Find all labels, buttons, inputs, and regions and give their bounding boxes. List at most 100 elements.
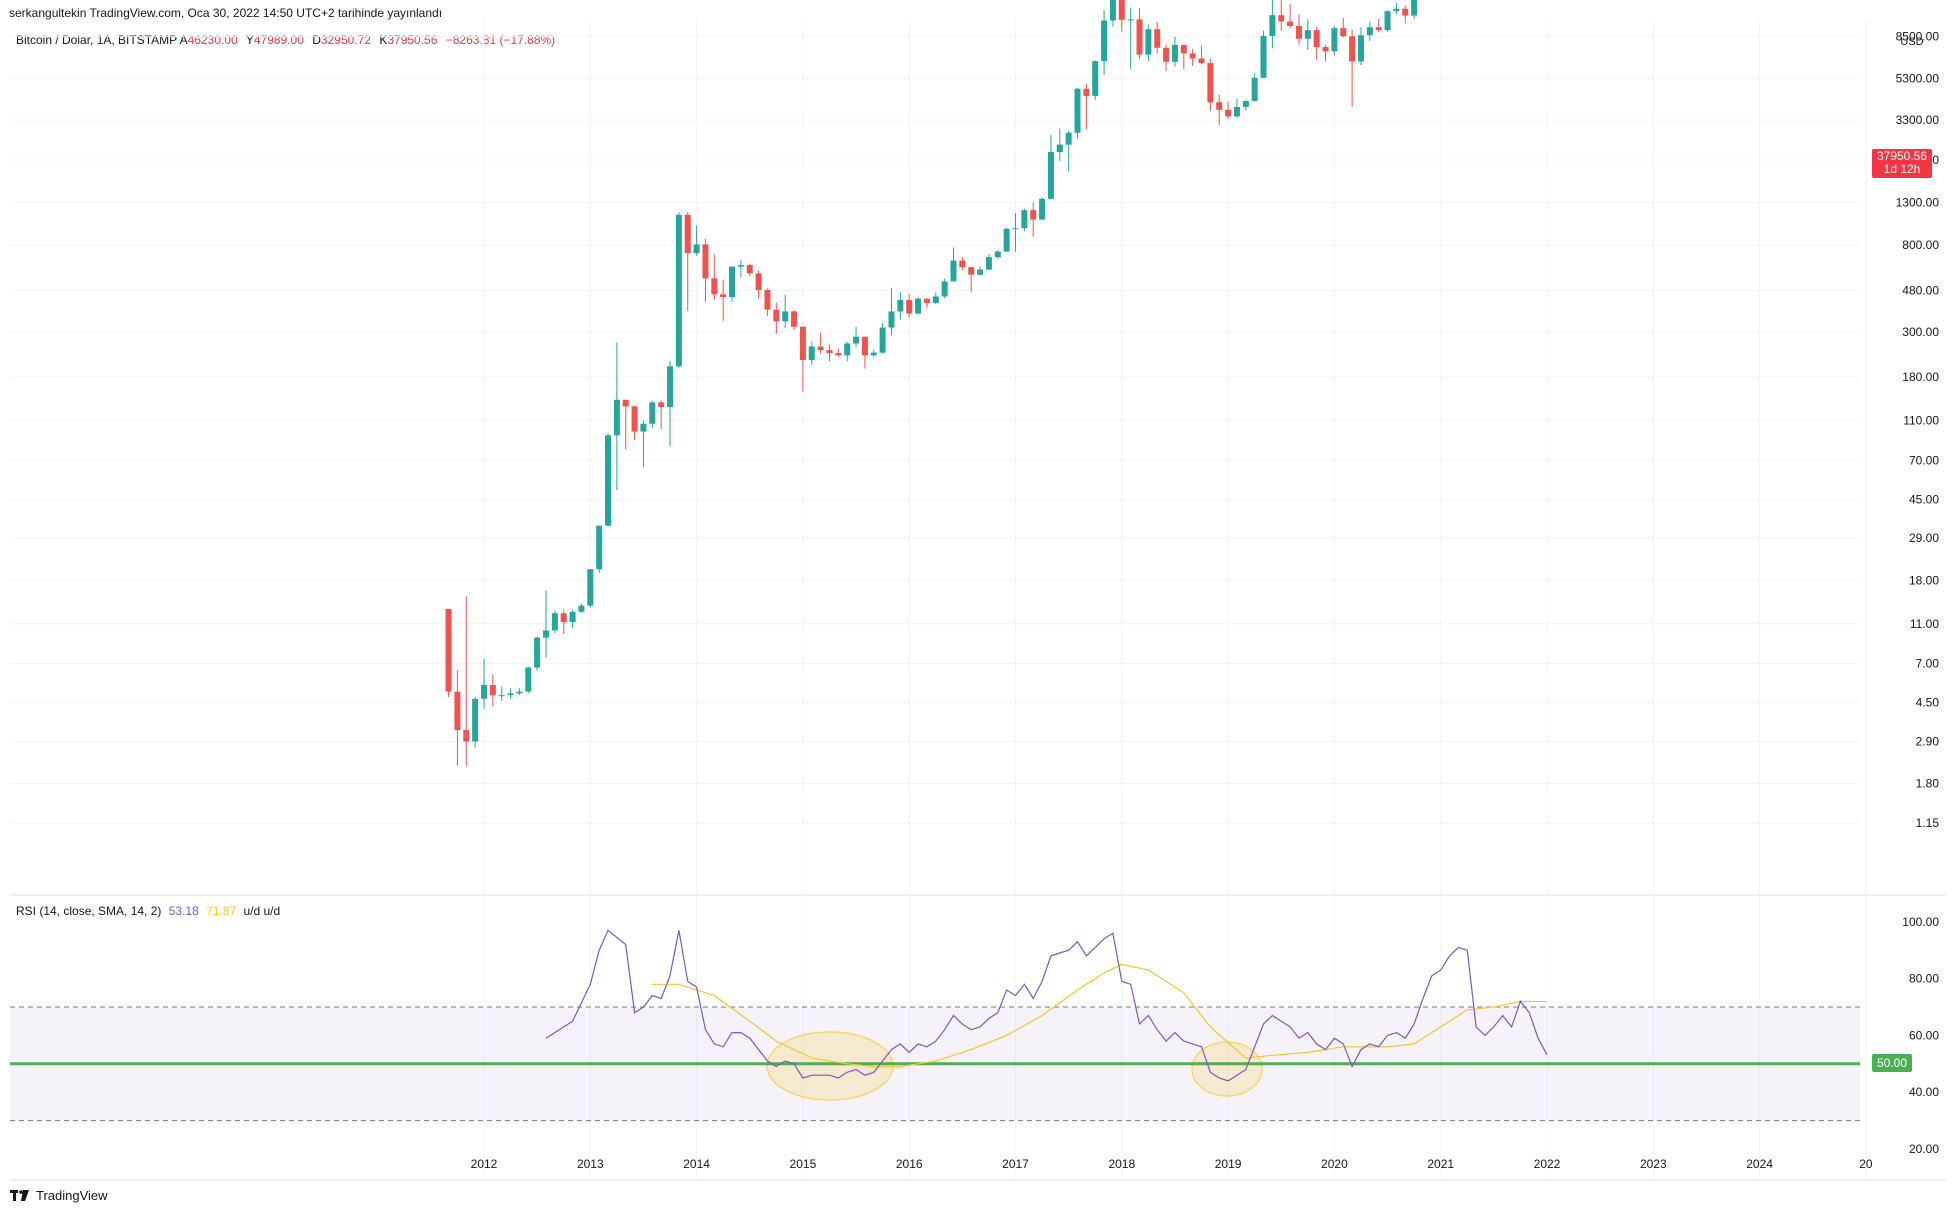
candle (1083, 83, 1090, 130)
candle-body (720, 294, 727, 298)
candle-body (773, 309, 780, 322)
price-tick-label: 1300.00 (1896, 195, 1940, 209)
candle (985, 253, 992, 271)
candle-body (1260, 35, 1267, 78)
candle (1340, 17, 1347, 38)
time-tick-label: 2015 (790, 1157, 817, 1171)
candle-body (764, 289, 771, 310)
candle (791, 310, 798, 331)
candle-body (844, 343, 851, 356)
candle-body (1366, 27, 1373, 36)
candle (1163, 44, 1170, 72)
candle (1101, 9, 1108, 75)
candle-body (498, 695, 505, 697)
candle (649, 401, 656, 428)
candle (915, 297, 922, 315)
candle-body (711, 278, 718, 295)
candle-body (1163, 47, 1170, 62)
bar-countdown: 1d 12h (1883, 162, 1921, 176)
candle-body (1402, 8, 1409, 16)
candle-body (1118, 0, 1125, 20)
rsi-sma-value: 71.87 (206, 904, 237, 918)
candle-body (667, 366, 674, 408)
candle (1180, 44, 1187, 70)
candle-body (534, 637, 541, 668)
candle-body (1074, 88, 1081, 133)
candle (1021, 208, 1028, 232)
candle (1092, 60, 1099, 100)
candle-body (835, 353, 842, 356)
price-tick-label: 70.00 (1909, 453, 1939, 467)
time-tick-label: 2019 (1215, 1157, 1242, 1171)
candle-body (560, 613, 567, 623)
candle (826, 344, 833, 362)
candle (959, 257, 966, 270)
candle (1074, 87, 1081, 139)
candle-body (1101, 20, 1108, 62)
candle-body (658, 402, 665, 408)
candle (1233, 99, 1240, 118)
price-tick-label: 7.00 (1916, 657, 1940, 671)
candle-body (1065, 132, 1072, 145)
candle (1171, 36, 1178, 67)
candle-body (879, 327, 886, 353)
time-tick-label: 2023 (1640, 1157, 1667, 1171)
brand-name: TradingView (36, 1188, 108, 1203)
candle-body (1357, 35, 1364, 62)
candle-body (1269, 15, 1276, 36)
candle-body (622, 399, 629, 407)
candle-body (454, 691, 461, 731)
candle-body (1154, 29, 1161, 48)
candle (835, 348, 842, 357)
time-tick-label: 2020 (1321, 1157, 1348, 1171)
rsi-tick-label: 100.00 (1902, 915, 1939, 929)
candle-body (525, 667, 532, 692)
candle (1251, 73, 1258, 102)
candle (755, 270, 762, 299)
time-tick-label: 2021 (1427, 1157, 1454, 1171)
candle (1278, 0, 1285, 31)
candle-body (817, 346, 824, 351)
candle (897, 292, 904, 320)
candle (1349, 29, 1356, 107)
candle-body (1393, 8, 1400, 12)
price-tick-label: 3300.00 (1896, 113, 1940, 127)
candle (746, 263, 753, 276)
rsi-value: 53.18 (168, 904, 199, 918)
candle-body (826, 350, 833, 354)
candle (640, 420, 647, 467)
candle (1366, 21, 1373, 41)
candle (1322, 44, 1329, 62)
candle (1136, 8, 1143, 59)
candle-body (1411, 0, 1418, 16)
rsi-tick-label: 80.00 (1909, 972, 1939, 986)
rsi-label[interactable]: RSI (14, close, SMA, 14, 2) (16, 904, 162, 918)
time-tick-label: 2016 (896, 1157, 923, 1171)
candle-body (675, 214, 682, 367)
candle-body (799, 326, 806, 361)
candle-body (684, 214, 691, 254)
candle (737, 260, 744, 278)
rsi-legend: RSI (14, close, SMA, 14, 2) 53.18 71.87 … (16, 904, 280, 918)
candle-body (897, 300, 904, 312)
candle-body (1012, 228, 1019, 230)
candle (551, 610, 558, 634)
candle (1127, 7, 1134, 69)
candle-body (1039, 198, 1046, 220)
candle-body (746, 265, 753, 274)
candle (1384, 10, 1391, 32)
last-price-value: 37950.56 (1876, 149, 1928, 163)
candle (1242, 100, 1249, 111)
rsi-pane (10, 929, 1860, 1122)
time-tick-label: 2012 (471, 1157, 498, 1171)
candle (1269, 0, 1276, 49)
last-price-tag: 37950.56 1d 12h (1872, 149, 1932, 178)
candle (888, 287, 895, 335)
candle (773, 302, 780, 334)
candle (1056, 128, 1063, 161)
candle (1402, 5, 1409, 24)
candle (560, 609, 567, 634)
tradingview-brand[interactable]: TradingView (10, 1188, 108, 1203)
candle (578, 603, 585, 613)
